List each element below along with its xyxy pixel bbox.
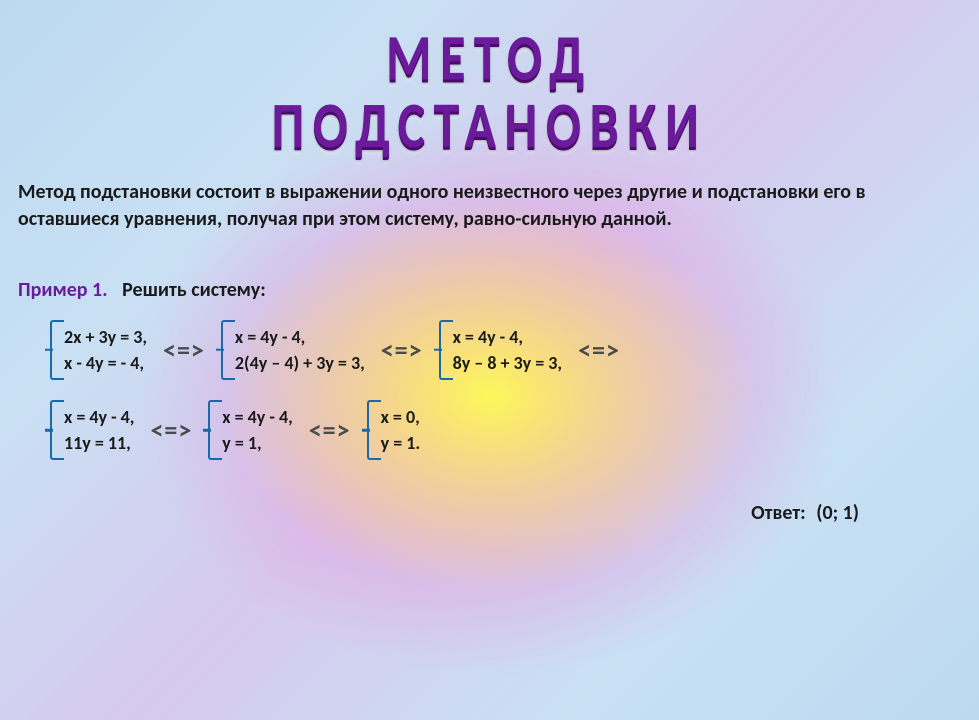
example-number: Пример 1. (18, 278, 108, 302)
equation: у = 1. (381, 430, 421, 456)
title-line-1: МЕТОД (0, 24, 979, 92)
answer-line: Ответ: (0; 1) (0, 501, 979, 525)
equation: у = 1, (222, 430, 292, 456)
slide-title: МЕТОД ПОДСТАНОВКИ (0, 0, 979, 160)
equation-row-1: 2х + 3у = 3, х - 4у = - 4, <=> х = 4у - … (0, 324, 979, 376)
example-task: Решить систему: (122, 278, 266, 302)
title-line-2: ПОДСТАНОВКИ (0, 92, 979, 160)
method-description: Метод подстановки состоит в выражении од… (0, 179, 979, 233)
equation: х = 4у - 4, (64, 404, 134, 430)
equation: 11у = 11, (64, 430, 134, 456)
system-5: х = 4у - 4, у = 1, (208, 404, 292, 456)
equation: х - 4у = - 4, (64, 350, 147, 376)
answer-label: Ответ: (751, 501, 806, 525)
system-6: х = 0, у = 1. (367, 404, 421, 456)
equiv-symbol: <=> (161, 334, 207, 366)
equation: х = 4у - 4, (453, 324, 563, 350)
equiv-symbol: <=> (576, 334, 622, 366)
equation: 8у – 8 + 3у = 3, (453, 350, 563, 376)
example-heading: Пример 1. Решить систему: (0, 278, 979, 302)
equiv-symbol: <=> (148, 414, 194, 446)
equiv-symbol: <=> (307, 414, 353, 446)
answer-value: (0; 1) (816, 501, 859, 525)
system-1: 2х + 3у = 3, х - 4у = - 4, (50, 324, 147, 376)
equation: х = 4у - 4, (222, 404, 292, 430)
equation-row-2: х = 4у - 4, 11у = 11, <=> х = 4у - 4, у … (0, 404, 979, 456)
equation: 2(4у – 4) + 3у = 3, (235, 350, 365, 376)
equation: х = 4у - 4, (235, 324, 365, 350)
equation: 2х + 3у = 3, (64, 324, 147, 350)
system-4: х = 4у - 4, 11у = 11, (50, 404, 134, 456)
system-3: х = 4у - 4, 8у – 8 + 3у = 3, (439, 324, 563, 376)
equation: х = 0, (381, 404, 421, 430)
system-2: х = 4у - 4, 2(4у – 4) + 3у = 3, (221, 324, 365, 376)
equiv-symbol: <=> (379, 334, 425, 366)
